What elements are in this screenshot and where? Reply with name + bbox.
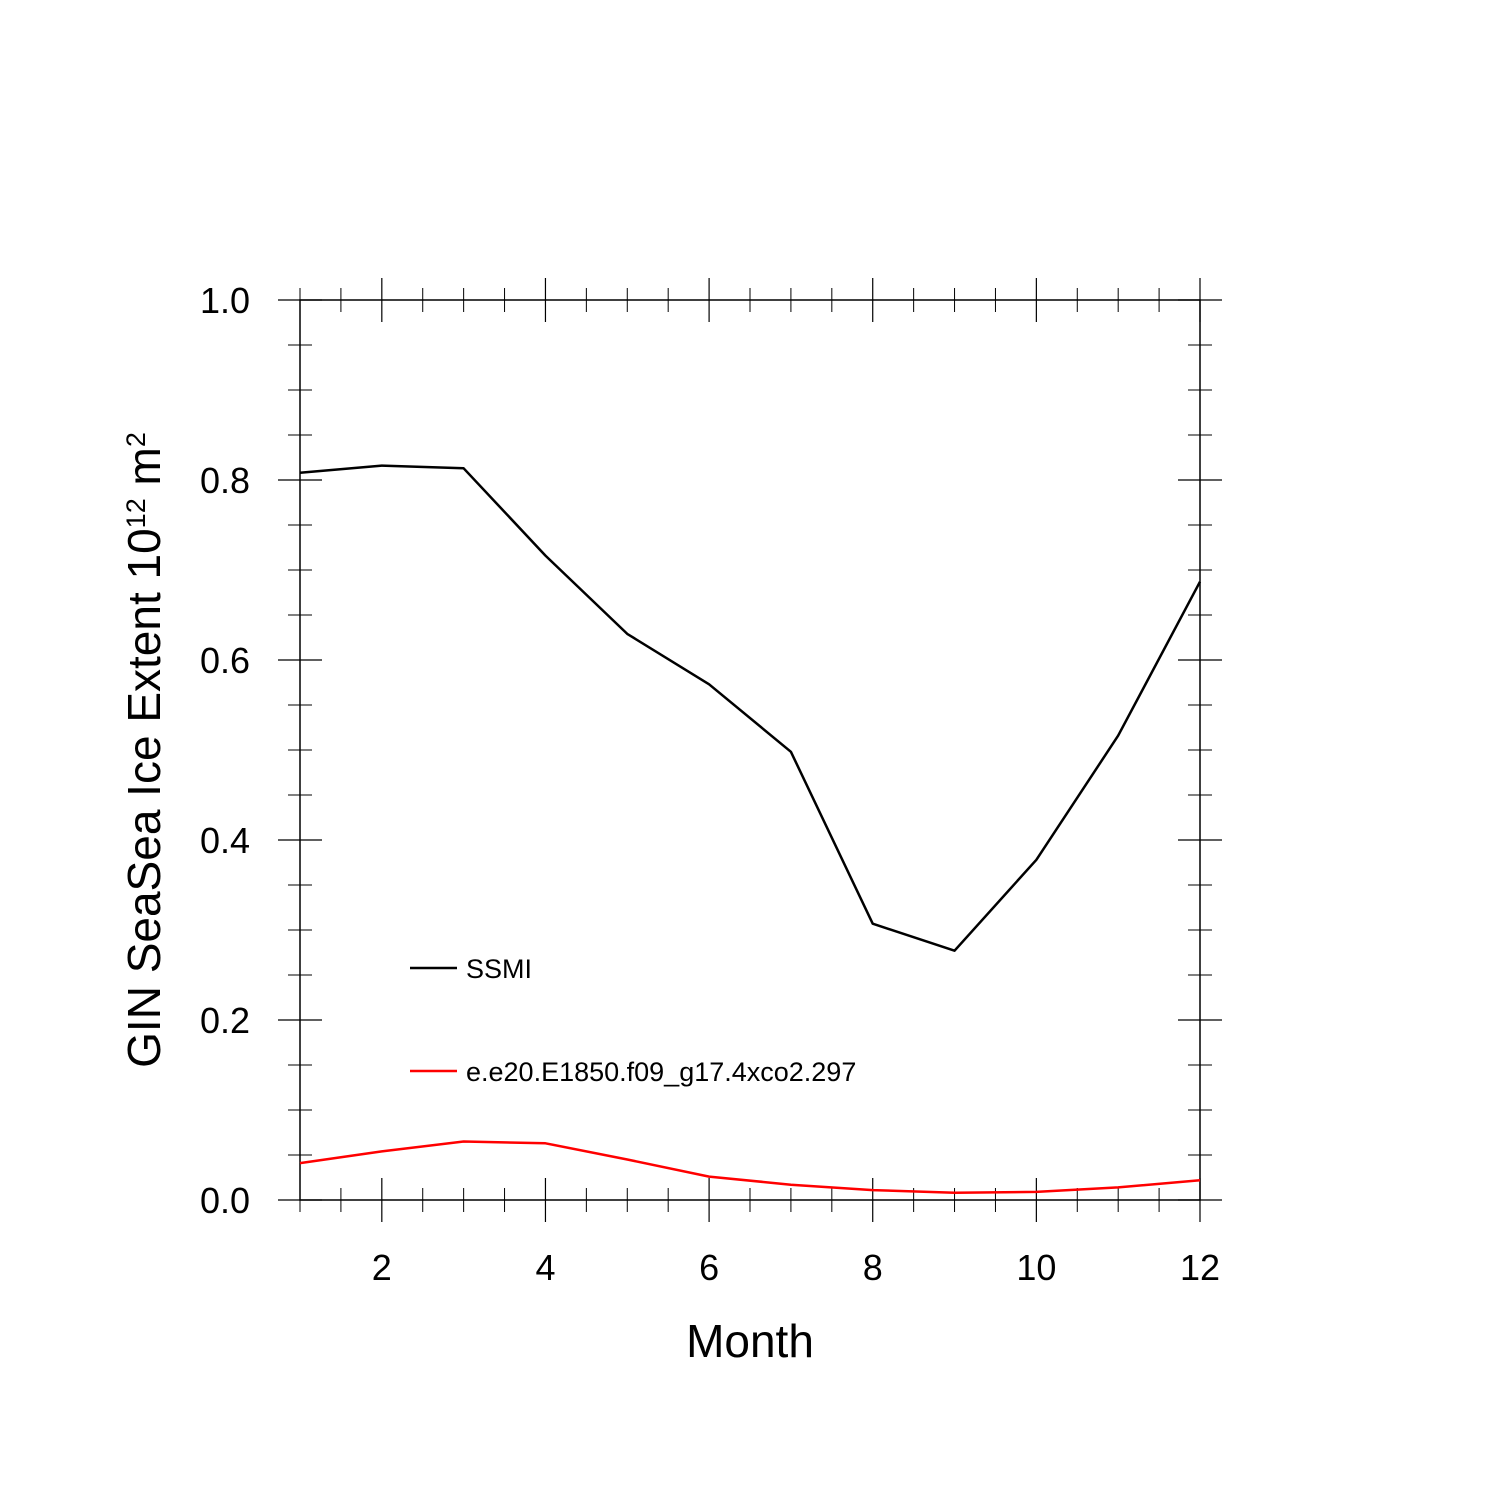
y-axis-title-unit-exponent: 2 (121, 432, 151, 447)
y-axis-title-exponent: 12 (121, 498, 151, 528)
y-tick-label: 0.2 (200, 1000, 250, 1041)
y-axis-title-unit: m (118, 447, 170, 498)
y-tick-label: 0.0 (200, 1180, 250, 1221)
series-line-1 (299, 1140, 1201, 1195)
legend-label: SSMI (466, 954, 532, 984)
x-tick-label: 12 (1180, 1247, 1220, 1288)
y-tick-label: 0.6 (200, 640, 250, 681)
y-axis-title-prefix: GIN SeaSea Ice Extent 10 (118, 528, 170, 1068)
x-tick-label: 6 (699, 1247, 719, 1288)
x-tick-label: 4 (535, 1247, 555, 1288)
series-line-0 (299, 464, 1202, 952)
y-axis-title: GIN SeaSea Ice Extent 1012 m2 (118, 432, 170, 1068)
series-lines (299, 464, 1202, 1195)
x-tick-label: 2 (372, 1247, 392, 1288)
ticks (278, 278, 1222, 1222)
legend: SSMI e.e20.E1850.f09_g17.4xco2.297 (410, 954, 856, 1087)
legend-label: e.e20.E1850.f09_g17.4xco2.297 (466, 1057, 856, 1087)
x-tick-label: 10 (1016, 1247, 1056, 1288)
tick-labels: 2 4 6 8 10 12 0.0 0.2 0.4 0.6 0.8 1.0 (200, 280, 1220, 1288)
y-tick-label: 0.4 (200, 820, 250, 861)
x-axis-title: Month (686, 1315, 814, 1367)
y-tick-label: 1.0 (200, 280, 250, 321)
y-tick-label: 0.8 (200, 460, 250, 501)
x-tick-label: 8 (863, 1247, 883, 1288)
